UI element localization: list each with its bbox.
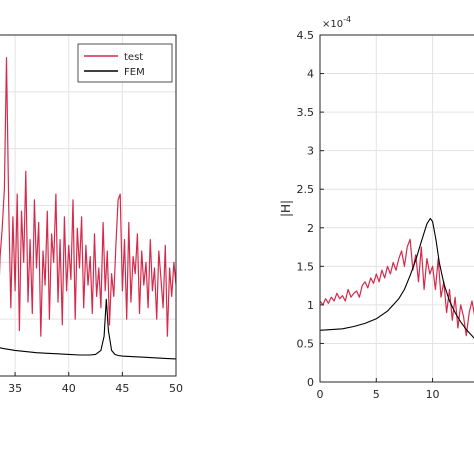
legend-box (77, 43, 173, 83)
y-tick-label: 4 (307, 68, 314, 81)
legend-label-test: test (124, 52, 143, 63)
y-tick-label: 2.5 (297, 183, 315, 196)
series-line-red (320, 238, 474, 337)
series-group (0, 57, 176, 360)
y-tick-label: 4.5 (297, 29, 315, 42)
legend: test FEM (77, 43, 173, 83)
series-line-black (320, 217, 474, 339)
x-tick-label: 40 (62, 382, 76, 395)
x-tick-label: 5 (373, 388, 380, 401)
axes-box (319, 34, 474, 383)
legend-label-fem: FEM (124, 67, 145, 78)
chart-panel-2: 05101500.511.522.533.544.5×10-4|H| (279, 15, 474, 401)
y-tick-label: 1 (307, 299, 314, 312)
y-tick-label: 3 (307, 145, 314, 158)
y-tick-label: 0 (307, 376, 314, 389)
y-axis-label: |H| (279, 200, 293, 217)
x-tick-label: 0 (317, 388, 324, 401)
series-group (320, 217, 474, 339)
y-exponent-label: ×10-4 (322, 15, 351, 30)
x-tick-label: 10 (426, 388, 440, 401)
y-tick-label: 0.5 (297, 337, 315, 350)
y-tick-label: 1.5 (297, 260, 315, 273)
grid (319, 34, 474, 383)
y-tick-label: 2 (307, 222, 314, 235)
x-tick-label: 35 (8, 382, 22, 395)
y-exponent-power: -4 (343, 15, 351, 24)
x-tick-label: 45 (115, 382, 129, 395)
series-line-fem (0, 298, 176, 360)
y-tick-label: 3.5 (297, 106, 315, 119)
axes-box (0, 34, 177, 377)
chart-panel-1: 3035404550testFEM (0, 34, 183, 395)
x-tick-label: 50 (169, 382, 183, 395)
series-line-test (0, 57, 176, 337)
